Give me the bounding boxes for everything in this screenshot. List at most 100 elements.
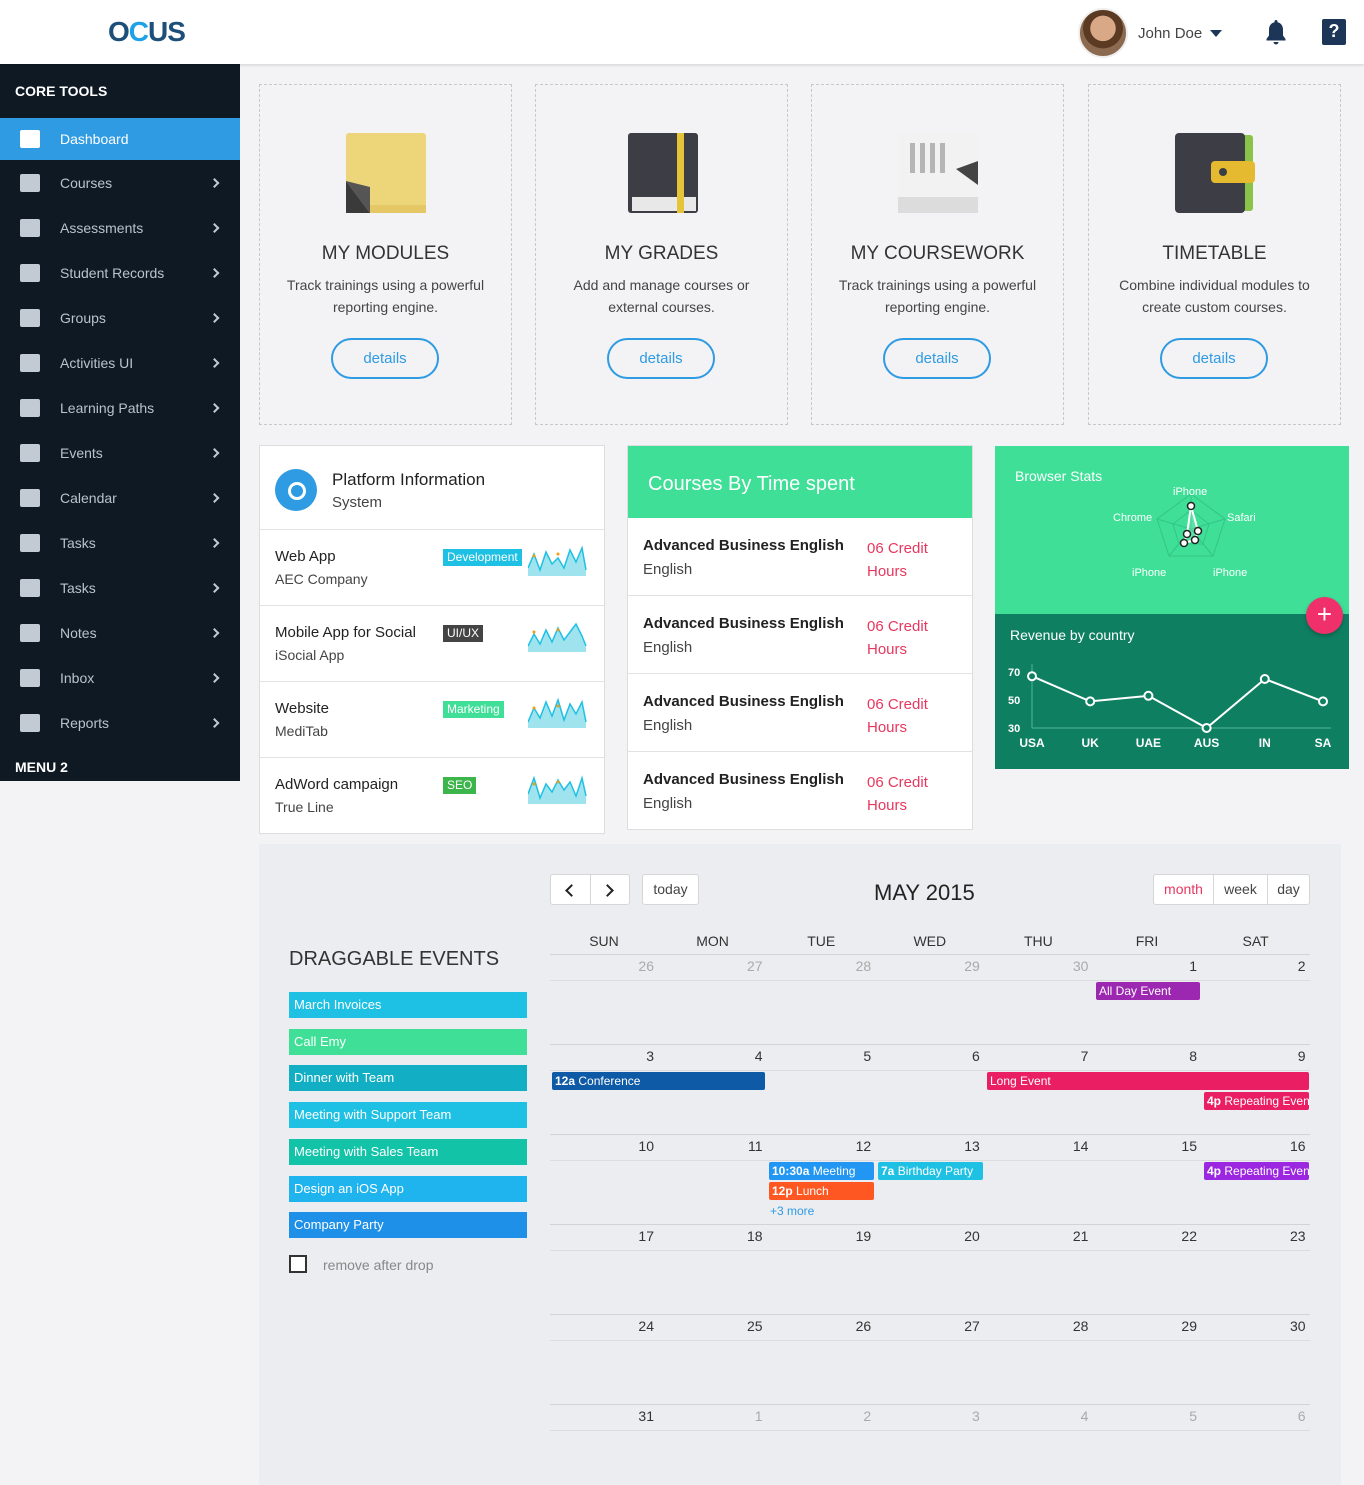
day-cell[interactable]: 13 — [964, 1138, 980, 1154]
view-day-button[interactable]: day — [1267, 874, 1310, 905]
day-cell[interactable]: 17 — [638, 1228, 654, 1244]
day-cell[interactable]: 6 — [972, 1048, 980, 1064]
day-cell[interactable]: 5 — [863, 1048, 872, 1064]
day-cell[interactable]: 20 — [964, 1228, 980, 1244]
sidebar-item-inbox[interactable]: Inbox — [0, 655, 240, 700]
sidebar-item-learning-paths[interactable]: Learning Paths — [0, 385, 240, 430]
sidebar-item-assessments[interactable]: Assessments — [0, 205, 240, 250]
day-cell[interactable]: 21 — [1072, 1228, 1089, 1244]
draggable-event[interactable]: Call Emy — [289, 1028, 527, 1055]
day-cell[interactable]: 5 — [1189, 1408, 1197, 1424]
event-lunch[interactable]: 12p Lunch — [769, 1182, 874, 1200]
day-cell[interactable]: 29 — [964, 958, 980, 974]
day-cell[interactable]: 3 — [972, 1408, 980, 1424]
day-cell[interactable]: 2 — [1297, 958, 1306, 974]
draggable-event[interactable]: Meeting with Sales Team — [289, 1138, 527, 1165]
sidebar-item-dashboard[interactable]: Dashboard — [0, 118, 240, 160]
prev-month-button[interactable] — [550, 874, 591, 905]
day-cell[interactable]: 12 — [855, 1138, 872, 1154]
next-month-button[interactable] — [590, 874, 630, 905]
sidebar-item-calendar[interactable]: Calendar — [0, 475, 240, 520]
day-cell[interactable]: 30 — [1290, 1318, 1306, 1334]
project-row[interactable]: Mobile App for Social iSocial App UI/UX — [260, 606, 604, 682]
day-cell[interactable]: 27 — [747, 958, 763, 974]
draggable-event[interactable]: Dinner with Team — [289, 1065, 527, 1092]
course-row[interactable]: Advanced Business English English 06 Credi… — [628, 674, 972, 752]
sidebar-item-groups[interactable]: Groups — [0, 295, 240, 340]
day-cell[interactable]: 7 — [1080, 1048, 1089, 1064]
day-cell[interactable]: 30 — [1072, 958, 1089, 974]
sidebar-item-student-records[interactable]: Student Records — [0, 250, 240, 295]
day-cell[interactable]: 23 — [1290, 1228, 1306, 1244]
event-repeating[interactable]: 4p Repeating Even — [1204, 1092, 1309, 1110]
day-cell[interactable]: 11 — [748, 1138, 763, 1154]
details-button[interactable]: details — [1160, 338, 1268, 379]
day-cell[interactable]: 8 — [1189, 1048, 1197, 1064]
day-cell[interactable]: 2 — [863, 1408, 872, 1424]
course-title: Advanced Business English — [643, 615, 844, 632]
project-row[interactable]: AdWord campaign True Line SEO — [260, 758, 604, 834]
day-cell[interactable]: 31 — [638, 1408, 654, 1424]
day-cell[interactable]: 1 — [754, 1408, 763, 1424]
sidebar-item-tasks[interactable]: Tasks — [0, 520, 240, 565]
day-cell[interactable]: 25 — [747, 1318, 763, 1334]
event-meeting[interactable]: 10:30a Meeting — [769, 1162, 874, 1180]
event-birthday[interactable]: 7a Birthday Party — [878, 1162, 983, 1180]
add-button[interactable]: + — [1306, 597, 1343, 634]
help-icon[interactable]: ? — [1322, 19, 1346, 45]
day-cell[interactable]: 9 — [1297, 1048, 1306, 1064]
course-row[interactable]: Advanced Business English English 06 Credi… — [628, 518, 972, 596]
sidebar-item-courses[interactable]: Courses — [0, 160, 240, 205]
course-row[interactable]: Advanced Business English English 06 Credi… — [628, 596, 972, 674]
day-cell[interactable]: 24 — [638, 1318, 654, 1334]
sidebar-item-tasks[interactable]: Tasks — [0, 565, 240, 610]
event-repeating[interactable]: 4p Repeating Even — [1204, 1162, 1309, 1180]
day-cell[interactable]: 27 — [964, 1318, 980, 1334]
details-button[interactable]: details — [331, 338, 439, 379]
draggable-event[interactable]: Company Party — [289, 1212, 527, 1239]
details-button[interactable]: details — [883, 338, 991, 379]
day-cell[interactable]: 3 — [646, 1048, 654, 1064]
day-cell[interactable]: 26 — [638, 958, 654, 974]
bell-icon[interactable] — [1264, 18, 1288, 46]
day-cell[interactable]: 1 — [1189, 958, 1197, 974]
user-menu[interactable]: John Doe — [1078, 8, 1223, 58]
sidebar-item-reports[interactable]: Reports — [0, 700, 240, 745]
day-cell[interactable]: 4 — [1080, 1408, 1089, 1424]
day-cell[interactable]: 22 — [1181, 1228, 1197, 1244]
day-cell[interactable]: 16 — [1290, 1138, 1306, 1154]
event-all-day[interactable]: All Day Event — [1096, 982, 1200, 1000]
day-cell[interactable]: 14 — [1072, 1138, 1089, 1154]
day-cell[interactable]: 18 — [747, 1228, 763, 1244]
day-cell[interactable]: 29 — [1181, 1318, 1197, 1334]
card-description: Track trainings using a powerful reporti… — [838, 277, 1037, 315]
draggable-event[interactable]: March Invoices — [289, 992, 527, 1018]
project-row[interactable]: Website MediTab Marketing — [260, 682, 604, 758]
event-conference[interactable]: 12a Conference — [552, 1072, 765, 1090]
day-cell[interactable]: 28 — [855, 958, 872, 974]
view-month-button[interactable]: month — [1153, 874, 1214, 905]
project-row[interactable]: Web App AEC Company Development — [260, 530, 604, 606]
day-cell[interactable]: 19 — [855, 1228, 872, 1244]
details-button[interactable]: details — [607, 338, 715, 379]
view-week-button[interactable]: week — [1213, 874, 1268, 905]
day-cell[interactable]: 15 — [1181, 1138, 1197, 1154]
sidebar-item-activities-ui[interactable]: Activities UI — [0, 340, 240, 385]
day-cell[interactable]: 28 — [1072, 1318, 1089, 1334]
day-cell[interactable]: 10 — [638, 1138, 654, 1154]
project-company: AEC Company — [275, 571, 368, 587]
day-cell[interactable]: 4 — [754, 1048, 763, 1064]
logo[interactable]: OCUS — [108, 16, 186, 47]
sidebar-item-events[interactable]: Events — [0, 430, 240, 475]
today-button[interactable]: today — [642, 874, 699, 905]
draggable-event[interactable]: Design an iOS App — [289, 1175, 527, 1202]
draggable-event[interactable]: Meeting with Support Team — [289, 1102, 527, 1129]
remove-after-drop-checkbox[interactable] — [289, 1255, 307, 1273]
assessments-icon — [20, 218, 40, 237]
course-row[interactable]: Advanced Business English English 06 Credi… — [628, 752, 972, 830]
day-cell[interactable]: 26 — [855, 1318, 872, 1334]
event-long[interactable]: Long Event — [987, 1072, 1309, 1090]
sidebar-item-notes[interactable]: Notes — [0, 610, 240, 655]
more-events-link[interactable]: +3 more — [770, 1204, 815, 1218]
day-cell[interactable]: 6 — [1297, 1408, 1306, 1424]
